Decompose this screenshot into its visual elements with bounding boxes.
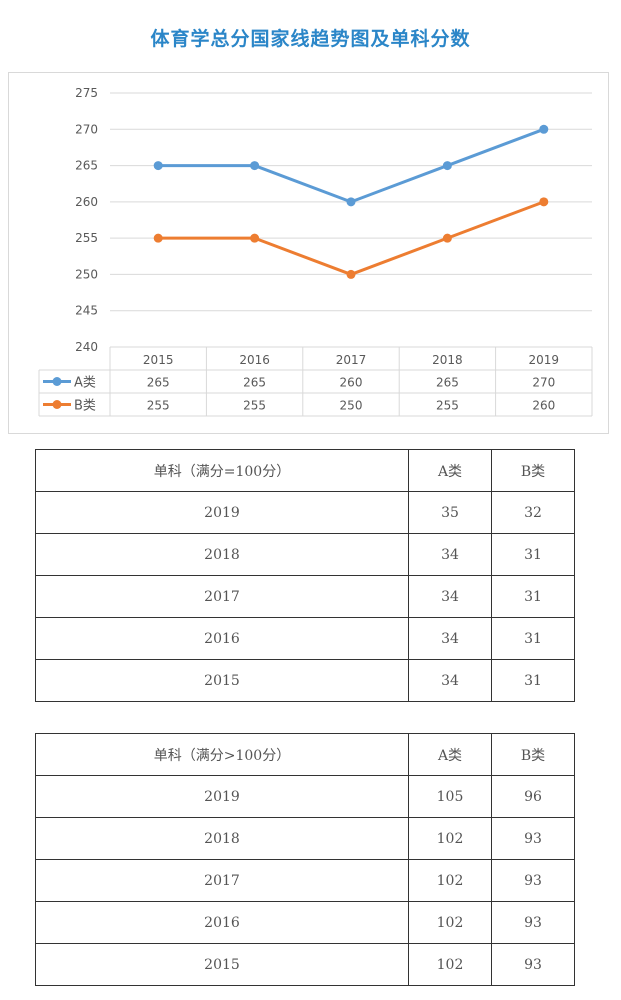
- table1-cell: A类: [408, 449, 492, 492]
- data-label: 260: [532, 399, 555, 413]
- table2-cell: A类: [408, 733, 492, 776]
- table2-cell: 93: [491, 817, 575, 860]
- y-tick-label: 250: [75, 267, 98, 281]
- y-tick-label: 275: [75, 86, 98, 100]
- table1-cell: B类: [491, 449, 575, 492]
- table2-cell: 102: [408, 817, 492, 860]
- table1-cell: 2017: [35, 575, 409, 618]
- y-tick-label: 265: [75, 159, 98, 173]
- x-tick-label: 2018: [432, 353, 463, 367]
- x-tick-label: 2016: [239, 353, 270, 367]
- table2-cell: 105: [408, 775, 492, 818]
- table2-cell: 102: [408, 859, 492, 902]
- table2-cell: 102: [408, 943, 492, 986]
- data-label: 270: [532, 376, 555, 390]
- data-point: [442, 161, 452, 171]
- trend-chart: 240 245 250 255 260 265 270 275 2015 2016 2017 2018…: [8, 72, 609, 434]
- data-point: [153, 233, 163, 243]
- table1-cell: 31: [491, 659, 575, 702]
- table1-cell: 31: [491, 575, 575, 618]
- table1-cell: 2016: [35, 617, 409, 660]
- data-label: 255: [436, 399, 459, 413]
- single-subject-table-over-100: 单科（满分>100分） A类 B类 2019 105 96 2018 102 93 2017 102…: [35, 733, 575, 986]
- table2-cell: 102: [408, 901, 492, 944]
- data-point: [539, 197, 549, 207]
- table1-cell: 34: [408, 617, 492, 660]
- table1-header-row: 单科（满分=100分） A类 B类: [35, 449, 575, 492]
- table1-row: 2018 34 31: [35, 533, 575, 576]
- data-point: [442, 233, 452, 243]
- table1-row: 2015 34 31: [35, 659, 575, 702]
- table2-cell: 2019: [35, 775, 409, 818]
- table1-row: 2019 35 32: [35, 491, 575, 534]
- line-chart-svg: 240 245 250 255 260 265 270 275 2015 2016 2017 2018…: [38, 86, 593, 417]
- table2-cell: 2016: [35, 901, 409, 944]
- data-label: 255: [147, 399, 170, 413]
- table2-cell: 2015: [35, 943, 409, 986]
- data-label: 265: [243, 376, 266, 390]
- table2-cell: 96: [491, 775, 575, 818]
- table1-cell: 2018: [35, 533, 409, 576]
- table1-cell: 35: [408, 491, 492, 534]
- table1-cell: 34: [408, 533, 492, 576]
- data-point: [250, 233, 260, 243]
- table2-cell: 2018: [35, 817, 409, 860]
- page-title: 体育学总分国家线趋势图及单科分数: [150, 28, 471, 50]
- data-point: [250, 161, 260, 171]
- table1-cell: 31: [491, 533, 575, 576]
- table2-header-row: 单科（满分>100分） A类 B类: [35, 733, 575, 776]
- data-label: 265: [436, 376, 459, 390]
- table2-row: 2017 102 93: [35, 859, 575, 902]
- table1-cell: 34: [408, 575, 492, 618]
- y-tick-label: 255: [75, 231, 98, 245]
- y-tick-label: 240: [75, 340, 98, 354]
- table1-cell: 2019: [35, 491, 409, 534]
- table2-row: 2019 105 96: [35, 775, 575, 818]
- y-tick-label: 245: [75, 304, 98, 318]
- y-tick-label: 270: [75, 122, 98, 136]
- table1-row: 2017 34 31: [35, 575, 575, 618]
- table1-cell: 31: [491, 617, 575, 660]
- x-tick-label: 2015: [143, 353, 174, 367]
- legend-marker: [52, 377, 62, 386]
- table2-cell: 93: [491, 901, 575, 944]
- data-point: [346, 197, 356, 207]
- table2-row: 2015 102 93: [35, 943, 575, 986]
- table2-cell: 2017: [35, 859, 409, 902]
- data-point: [346, 269, 356, 279]
- single-subject-table-100: 单科（满分=100分） A类 B类 2019 35 32 2018 34 31 2017 34 31 2…: [35, 449, 575, 702]
- table1-cell: 2015: [35, 659, 409, 702]
- table2-cell: 93: [491, 943, 575, 986]
- table2-row: 2018 102 93: [35, 817, 575, 860]
- table1-row: 2016 34 31: [35, 617, 575, 660]
- legend-label: B类: [74, 399, 96, 414]
- data-label: 265: [147, 376, 170, 390]
- table1-cell: 34: [408, 659, 492, 702]
- table2-cell: B类: [491, 733, 575, 776]
- data-label: 255: [243, 399, 266, 413]
- data-label: 260: [340, 376, 363, 390]
- table2-cell: 93: [491, 859, 575, 902]
- data-point: [539, 124, 549, 134]
- data-point: [153, 161, 163, 171]
- table1-cell: 单科（满分=100分）: [35, 449, 409, 492]
- data-label: 250: [340, 399, 363, 413]
- legend-marker: [52, 400, 62, 409]
- table1-cell: 32: [491, 491, 575, 534]
- table2-cell: 单科（满分>100分）: [35, 733, 409, 776]
- y-tick-label: 260: [75, 195, 98, 209]
- x-tick-label: 2019: [529, 353, 560, 367]
- x-tick-label: 2017: [336, 353, 367, 367]
- legend-label: A类: [74, 376, 96, 391]
- table2-row: 2016 102 93: [35, 901, 575, 944]
